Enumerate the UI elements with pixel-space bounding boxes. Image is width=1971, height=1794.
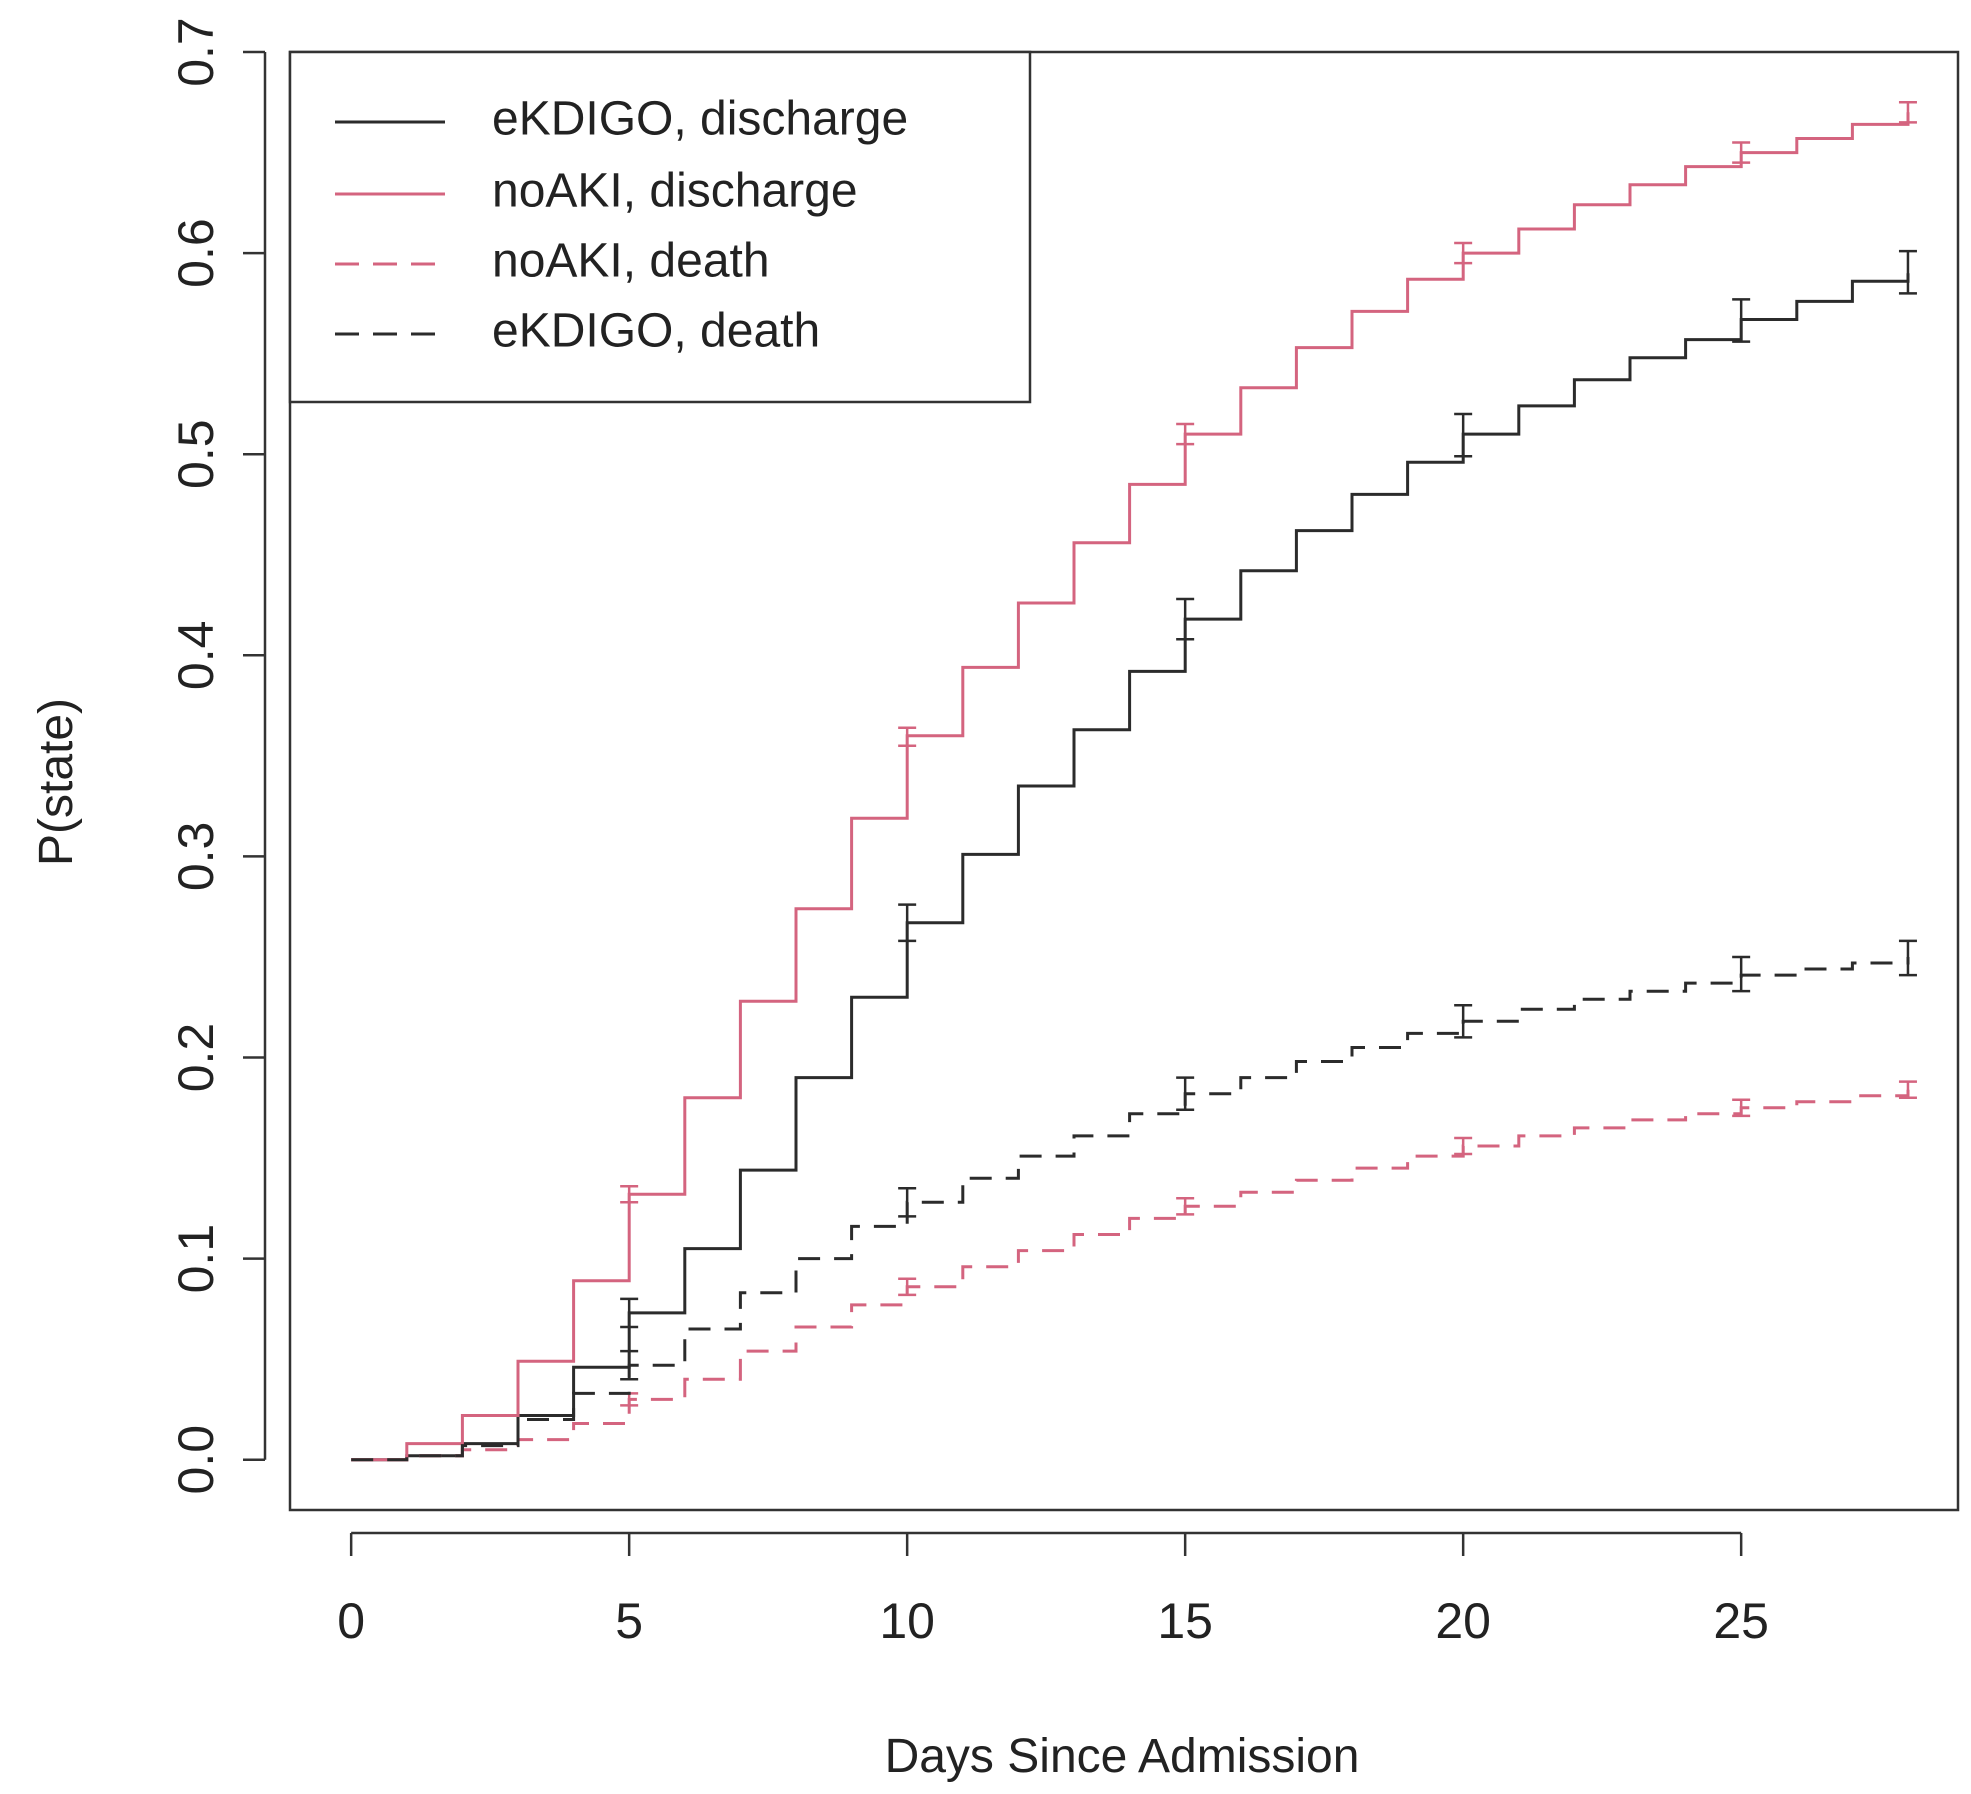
x-tick-label: 5 (615, 1593, 643, 1649)
x-tick-label: 20 (1435, 1593, 1491, 1649)
x-axis-title: Days Since Admission (885, 1730, 1360, 1783)
plot-area (288, 50, 1960, 1512)
x-tick-label: 10 (879, 1593, 935, 1649)
y-tick-label: 0.7 (168, 17, 224, 87)
y-tick-label: 0.6 (168, 218, 224, 288)
series-line (351, 957, 1910, 1462)
y-tick-label: 0.1 (168, 1224, 224, 1294)
x-tick-label: 25 (1713, 1593, 1769, 1649)
series-group (351, 249, 1917, 1462)
series-layer (351, 101, 1917, 1462)
series-line (351, 273, 1910, 1462)
y-tick-label: 0.4 (168, 621, 224, 691)
x-tick-label: 0 (337, 1593, 365, 1649)
legend-label: noAKI, discharge (492, 165, 858, 218)
y-tick-label: 0.2 (168, 1023, 224, 1093)
series-line (351, 1089, 1910, 1462)
legend-label: eKDIGO, death (492, 305, 820, 358)
y-axis-title: P(state) (30, 698, 83, 866)
legend-label: noAKI, death (492, 235, 770, 288)
plot-frame (288, 50, 1960, 1512)
series-group (351, 939, 1917, 1462)
legend: eKDIGO, discharge noAKI, discharge noAKI, … (288, 50, 1032, 404)
y-tick-label: 0.5 (168, 419, 224, 489)
legend-box (288, 50, 1032, 404)
x-tick-label: 15 (1157, 1593, 1213, 1649)
y-tick-label: 0.0 (168, 1425, 224, 1495)
axes-layer: 0 5 10 15 20 25 0.0 0.1 0.2 0.3 0.4 0.5 0.6 0.7 (168, 17, 1769, 1649)
y-tick-label: 0.3 (168, 822, 224, 892)
series-line (351, 112, 1910, 1462)
series-group (351, 101, 1917, 1462)
legend-label: eKDIGO, discharge (492, 93, 908, 146)
